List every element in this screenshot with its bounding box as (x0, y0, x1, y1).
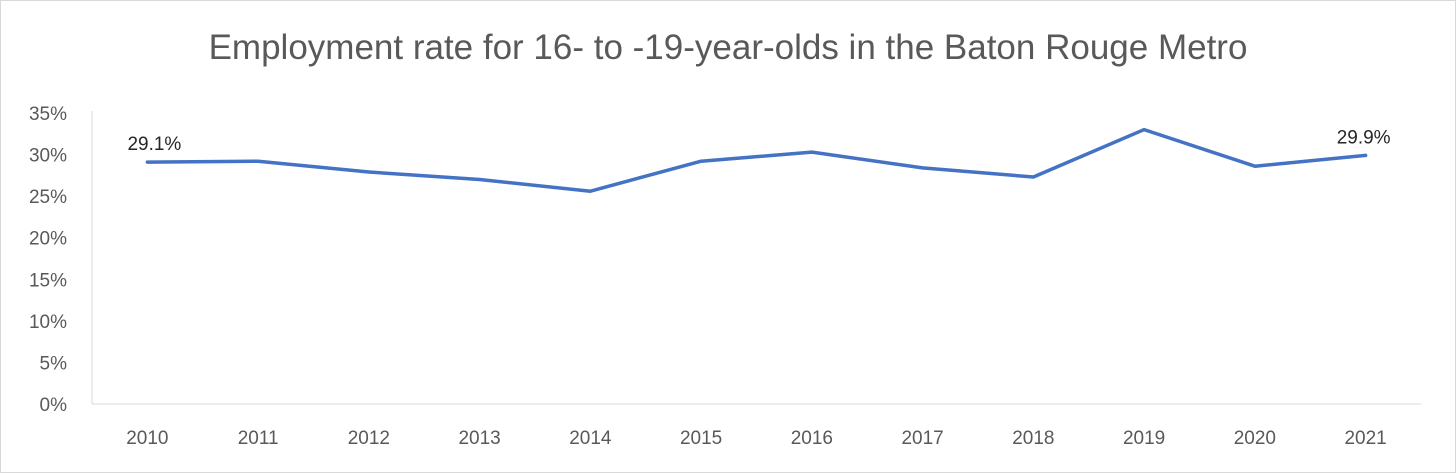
x-tick-label: 2018 (1012, 428, 1054, 449)
data-point (810, 150, 814, 154)
y-tick-label: 30% (29, 146, 67, 167)
data-point (588, 189, 592, 193)
data-point (921, 166, 925, 170)
x-tick-label: 2019 (1123, 428, 1165, 449)
x-tick-label: 2010 (126, 428, 168, 449)
x-tick-label: 2021 (1344, 428, 1386, 449)
x-tick-label: 2020 (1234, 428, 1276, 449)
data-labels: 29.1% 29.9% (127, 127, 1390, 155)
data-point (1142, 128, 1146, 132)
x-tick-label: 2015 (680, 428, 722, 449)
data-label: 29.9% (1337, 127, 1391, 148)
y-tick-label: 10% (29, 312, 67, 333)
data-point (1253, 164, 1257, 168)
data-point (1031, 175, 1035, 179)
y-tick-label: 25% (29, 187, 67, 208)
chart-title: Employment rate for 16- to -19-year-olds… (208, 28, 1248, 67)
axes (91, 111, 1421, 405)
y-tick-label: 20% (29, 229, 67, 250)
x-axis-ticks: 2010 2011 2012 2013 2014 2015 2016 2017 2018 2019… (126, 428, 1387, 449)
y-tick-label: 0% (40, 395, 68, 416)
x-tick-label: 2012 (348, 428, 390, 449)
data-label: 29.1% (127, 134, 181, 155)
y-tick-label: 35% (29, 104, 67, 125)
data-point (367, 170, 371, 174)
y-tick-label: 5% (40, 353, 68, 374)
series-line (145, 127, 1368, 193)
y-axis-ticks: 0% 5% 10% 15% 20% 25% 30% 35% (29, 104, 67, 416)
x-tick-label: 2017 (901, 428, 943, 449)
data-point (145, 160, 149, 164)
data-point (1364, 153, 1368, 157)
x-tick-label: 2011 (238, 428, 279, 449)
y-tick-label: 15% (29, 270, 67, 291)
x-tick-label: 2016 (791, 428, 833, 449)
data-point (478, 178, 482, 182)
data-point (699, 159, 703, 163)
x-tick-label: 2014 (569, 428, 612, 449)
x-tick-label: 2013 (458, 428, 500, 449)
series-group (145, 127, 1368, 193)
data-point (256, 159, 260, 163)
